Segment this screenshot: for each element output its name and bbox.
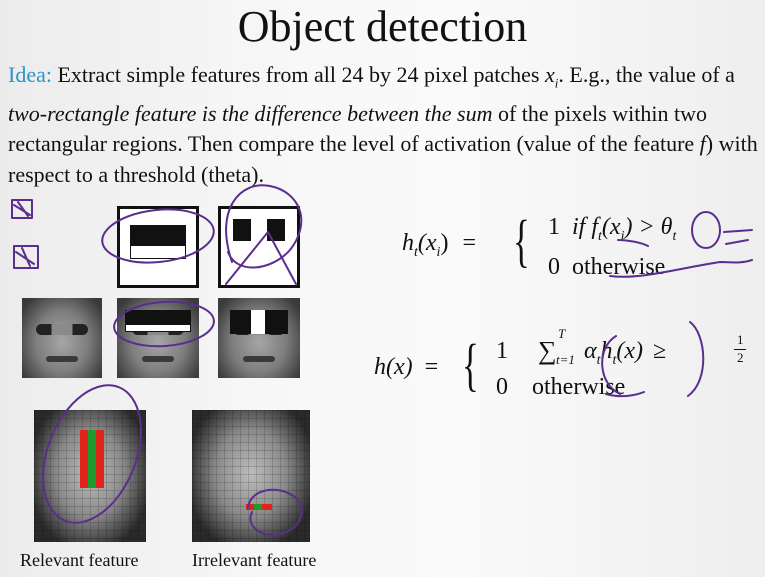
eq2-sum-top: T bbox=[558, 326, 566, 341]
annotation-scribble-1 bbox=[11, 199, 33, 219]
eq1-sub-i: i bbox=[436, 244, 441, 260]
eq2-case2-val: 0 bbox=[496, 374, 508, 400]
relevant-green-rect bbox=[88, 430, 96, 488]
paragraph-text-1: Extract simple features from all 24 by 2… bbox=[51, 62, 545, 87]
eq1-h: h bbox=[402, 230, 414, 256]
slide-title: Object detection bbox=[237, 2, 528, 51]
eq1-sub-t: t bbox=[414, 244, 418, 260]
caption-relevant: Relevant feature bbox=[20, 550, 139, 570]
var-f: f bbox=[699, 131, 706, 157]
eq1-case2-val: 0 bbox=[548, 254, 560, 280]
feature-rect-light bbox=[130, 245, 186, 259]
annotation-cross-feature-2 bbox=[225, 231, 297, 285]
face-image-feature-2 bbox=[218, 298, 300, 378]
feature-rect-light-center bbox=[251, 219, 267, 241]
eq1-paren: (x bbox=[417, 230, 437, 256]
equation-ht: ht(xi) = bbox=[402, 228, 476, 268]
eq2-case1-val: 1 bbox=[496, 338, 508, 364]
eq1-case1-theta-sub: t bbox=[672, 228, 677, 244]
eq2-frac-num: 1 bbox=[737, 332, 744, 347]
eq1-case1-val: 1 bbox=[548, 214, 560, 240]
overlay-light bbox=[125, 324, 191, 332]
annotation-scribble-2 bbox=[13, 245, 39, 269]
eq1-case1-text: if f bbox=[572, 214, 599, 240]
paragraph-italic: two-rectangle feature is the difference … bbox=[8, 100, 493, 126]
eq2-alpha: α bbox=[584, 338, 597, 364]
irrelevant-green-rect bbox=[254, 504, 262, 510]
annotation-dash-1 bbox=[723, 229, 753, 233]
idea-paragraph: Idea: Extract simple features from all 2… bbox=[8, 60, 758, 190]
eq1-case1-arg-sub: i bbox=[620, 228, 625, 244]
eq2-h-sub: t bbox=[612, 352, 617, 368]
annotation-loop-feature-2 bbox=[225, 184, 303, 269]
eq1-case1-cmp: ) > θ bbox=[624, 214, 673, 240]
annotation-dash-2 bbox=[725, 239, 749, 245]
annotation-circle-face-feature bbox=[113, 300, 215, 348]
face-image bbox=[22, 298, 102, 378]
eq1-case2-text: otherwise bbox=[572, 254, 666, 280]
annotation-underline-fx bbox=[617, 239, 649, 247]
annotation-underline-otherwise bbox=[609, 259, 753, 278]
overlay-light-center bbox=[251, 310, 265, 334]
eq2-sum-symbol: ∑ bbox=[538, 336, 557, 365]
annotation-paren-sum bbox=[601, 321, 705, 397]
annotation-circle-irrelevant bbox=[247, 488, 303, 536]
feature-window-1 bbox=[117, 206, 199, 288]
annotation-underline-otherwise-2 bbox=[605, 391, 645, 398]
annotation-circle-relevant bbox=[42, 384, 142, 524]
eq1-case1: 1 if ft(xi) > θt bbox=[548, 212, 676, 252]
eq2-frac-den: 2 bbox=[737, 350, 744, 365]
eq2-lhs: h(x) bbox=[374, 354, 413, 380]
annotation-circle-feature-1 bbox=[101, 208, 215, 264]
equation-hx: h(x) = bbox=[374, 352, 438, 382]
caption-irrelevant: Irrelevant feature bbox=[192, 550, 317, 570]
eq2-sum-bottom: t=1 bbox=[556, 352, 575, 367]
eq1-equals: = bbox=[462, 230, 476, 256]
eq1-case1-sub: t bbox=[598, 228, 602, 244]
face-image-feature-1 bbox=[117, 298, 199, 378]
annotation-circle-theta bbox=[691, 211, 721, 249]
eq2-alpha-sub: t bbox=[596, 352, 601, 368]
paragraph-text-2: . E.g., the value of a bbox=[558, 62, 735, 87]
paragraph-text-3: of the pixels within two rectangular reg… bbox=[8, 100, 707, 157]
eq2-h-arg: (x) bbox=[616, 338, 644, 364]
eq1-case2: 0 otherwise bbox=[548, 252, 665, 282]
var-x: x bbox=[544, 62, 555, 87]
eq1-case1-arg: (x bbox=[601, 214, 621, 240]
eq2-frac-bar bbox=[734, 349, 746, 350]
eq2-geq: ≥ bbox=[653, 338, 667, 364]
feature-rect-dark bbox=[130, 225, 186, 245]
paragraph-text-4: ) with respect to a threshold (theta). bbox=[8, 131, 758, 187]
eq2-equals: = bbox=[424, 354, 439, 380]
overlay-dark bbox=[125, 310, 191, 324]
eq1-close: ) bbox=[440, 230, 449, 256]
eq1-brace: { bbox=[513, 208, 530, 273]
feature-window-2 bbox=[218, 206, 300, 288]
eq2-brace: { bbox=[462, 332, 479, 397]
idea-label: Idea: bbox=[8, 62, 52, 87]
eq2-sum-term: αtht(x) ≥ bbox=[584, 336, 666, 376]
eq2-case1: 1 bbox=[496, 336, 508, 366]
sub-i: i bbox=[554, 75, 559, 91]
